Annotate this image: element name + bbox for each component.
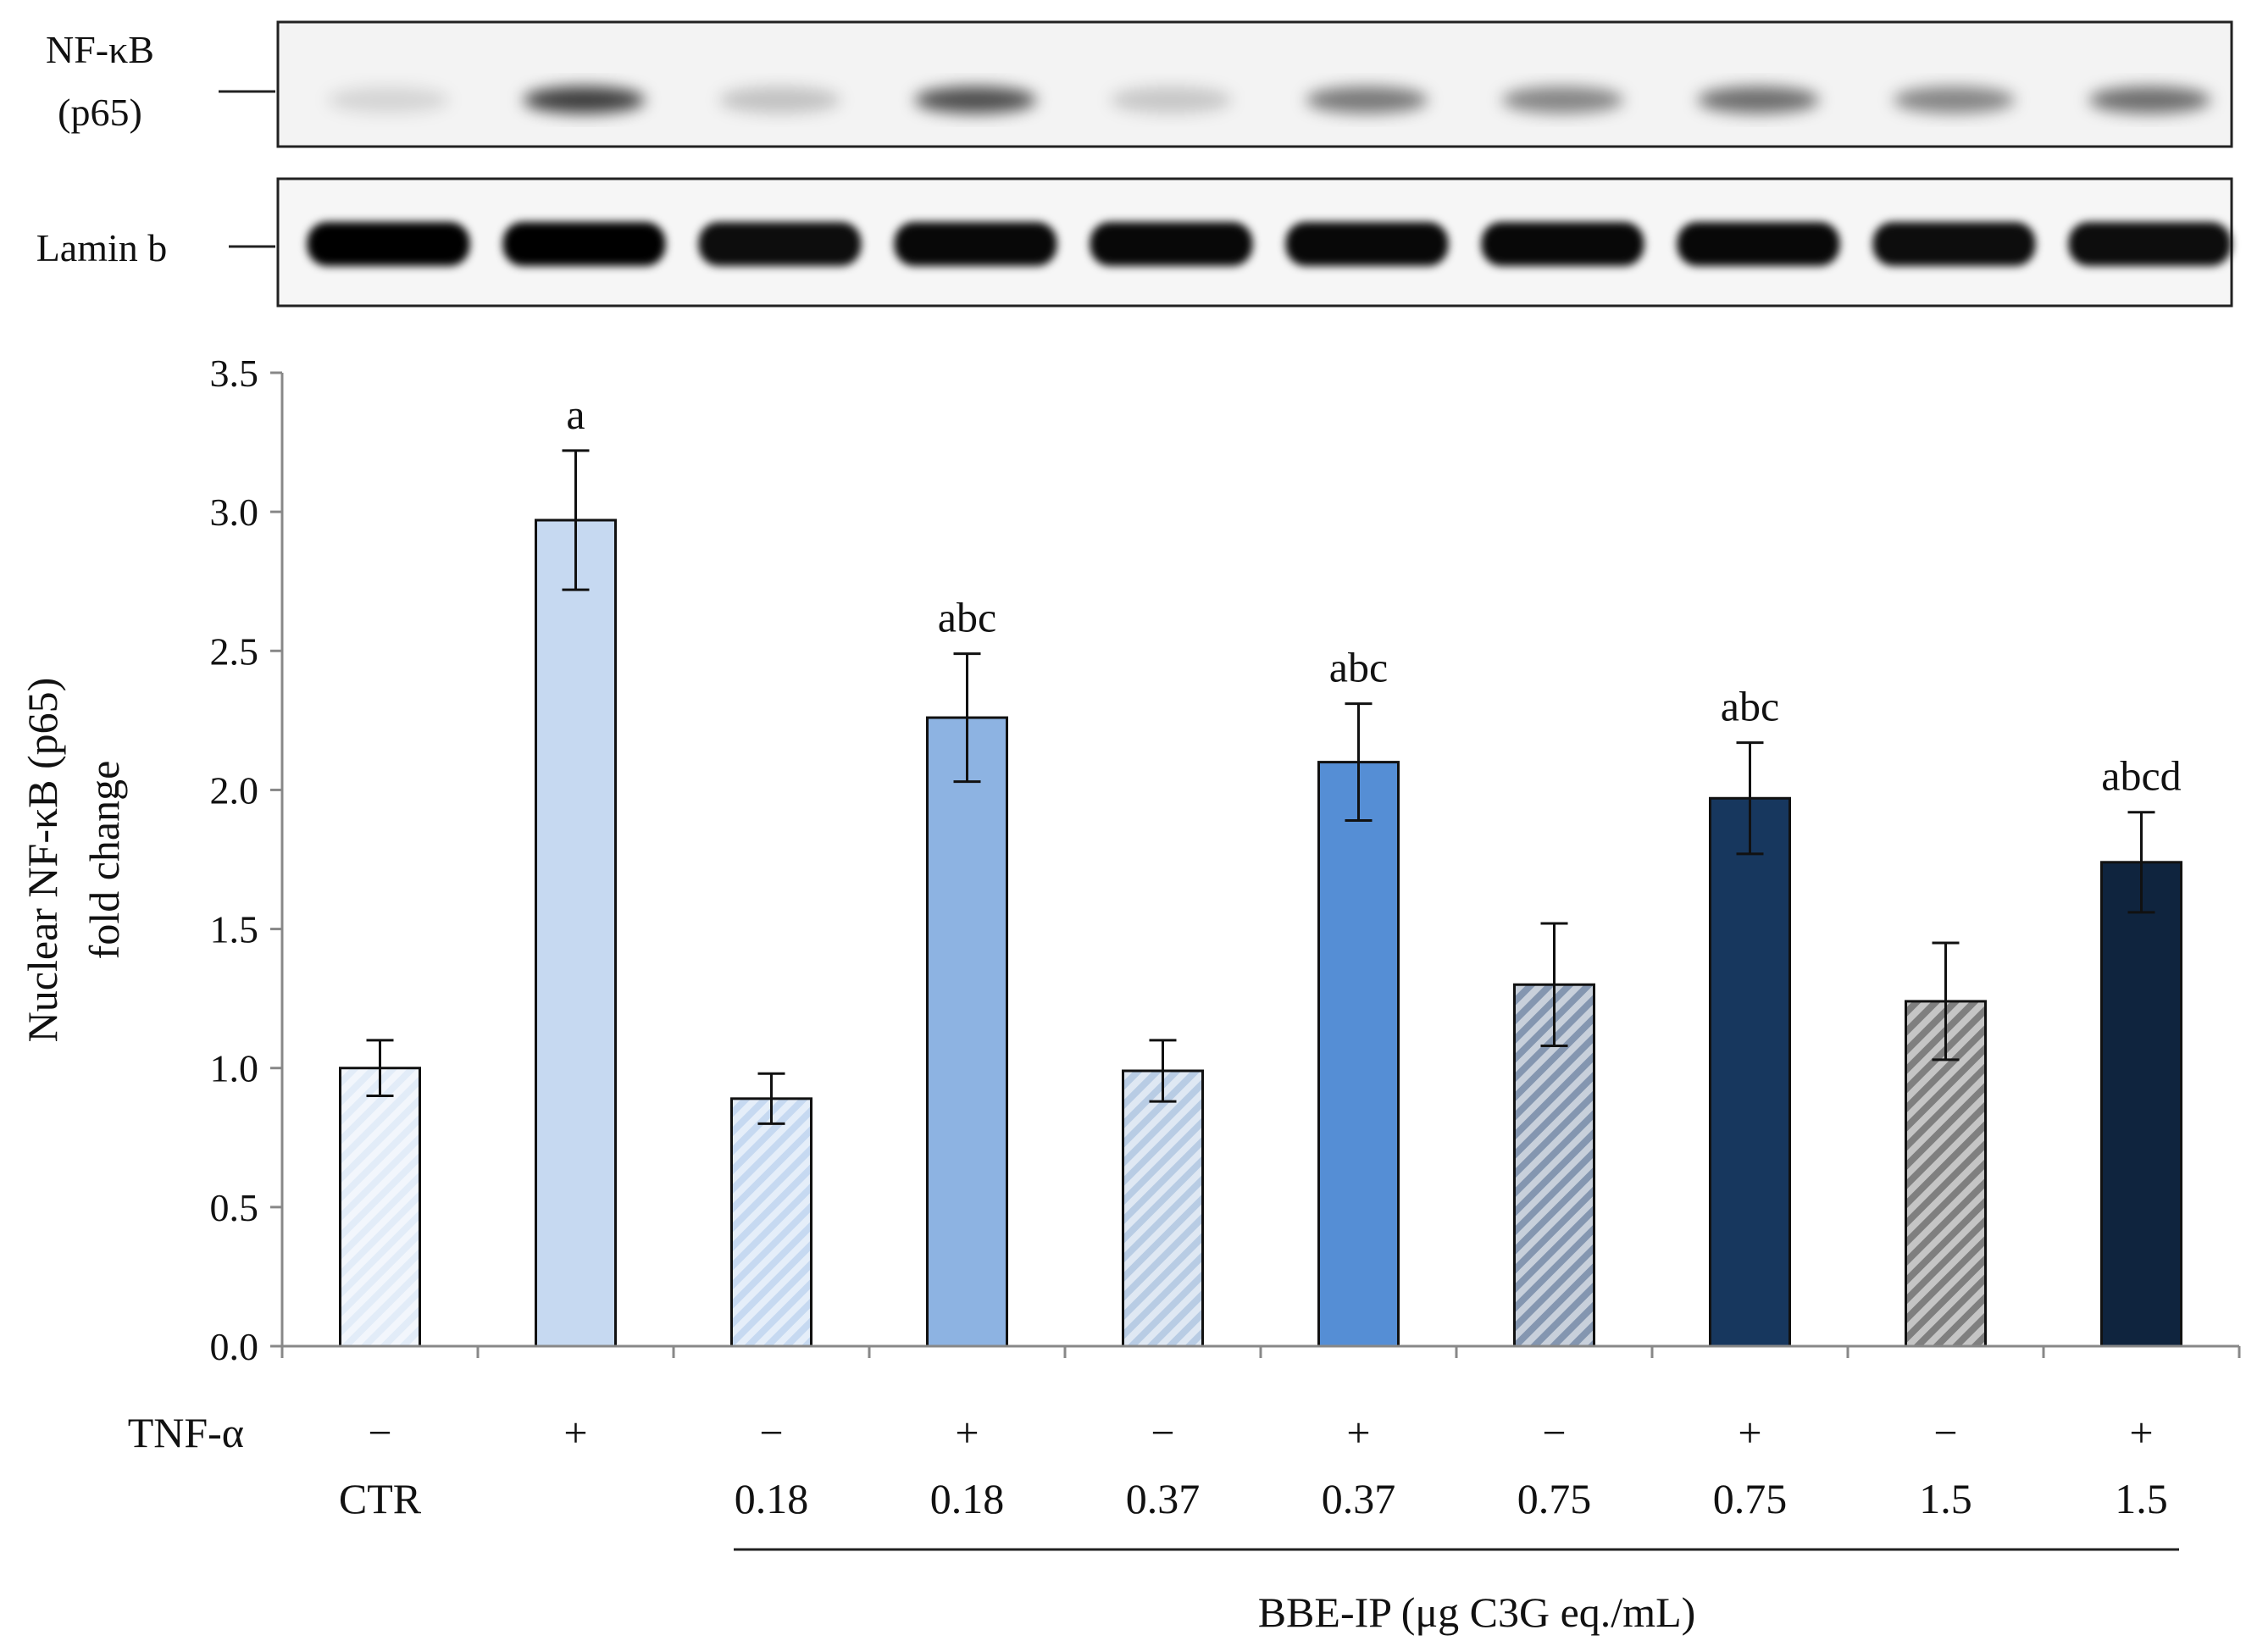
nfkb-band (1697, 86, 1820, 114)
y-axis-title-line1: Nuclear NF-κB (p65) (19, 678, 66, 1043)
nfkb-blot: NF-κB (p65) (46, 20, 2233, 148)
concentration-label: CTR (339, 1475, 422, 1522)
concentration-label: 0.37 (1322, 1475, 1396, 1522)
significance-label: abc (1721, 683, 1779, 730)
bars (339, 518, 2182, 1348)
group-label: BBE-IP (μg C3G eq./mL) (1258, 1588, 1696, 1636)
lamin-blot: Lamin b (36, 177, 2233, 308)
lamin-band (1872, 222, 2036, 266)
lamin-band (1677, 222, 1840, 266)
tnf-sign: − (759, 1409, 783, 1456)
tnf-sign: − (1151, 1409, 1174, 1456)
concentration-label: 0.75 (1517, 1475, 1592, 1522)
y-tick-label: 3.5 (210, 352, 259, 395)
nfkb-band (1110, 86, 1233, 114)
nfkb-band (523, 86, 646, 114)
bar (1317, 761, 1400, 1348)
nfkb-label-line2: (p65) (58, 91, 142, 134)
bar (1709, 796, 1791, 1348)
lamin-band (698, 222, 862, 266)
tnf-sign: + (1346, 1409, 1370, 1456)
significance-label: abc (1329, 644, 1388, 691)
concentration-label: 1.5 (2115, 1475, 2168, 1522)
y-axis-ticks: 0.0 0.5 1.0 1.5 2.0 2.5 3.0 3.5 (210, 352, 282, 1368)
error-bars (366, 449, 2155, 1125)
tnf-alpha-label: TNF-α (128, 1409, 244, 1456)
concentration-label: 0.18 (735, 1475, 809, 1522)
tnf-sign: − (1933, 1409, 1957, 1456)
significance-labels: a abc abc abc abcd (566, 391, 2181, 800)
tnf-sign: − (1542, 1409, 1566, 1456)
bar (730, 1097, 812, 1348)
y-tick-label: 1.0 (210, 1047, 259, 1090)
tnf-sign: + (2129, 1409, 2153, 1456)
y-tick-label: 0.5 (210, 1186, 259, 1229)
concentration-label: 0.18 (930, 1475, 1005, 1522)
y-tick-label: 0.0 (210, 1325, 259, 1368)
tnf-sign: + (1738, 1409, 1761, 1456)
y-tick-label: 3.0 (210, 491, 259, 534)
nfkb-band (1306, 86, 1428, 114)
tnf-sign: + (563, 1409, 587, 1456)
lamin-band (894, 222, 1057, 266)
bar (2100, 861, 2182, 1348)
significance-label: a (566, 391, 585, 438)
y-tick-label: 1.5 (210, 908, 259, 951)
lamin-band (1090, 222, 1253, 266)
bar (1122, 1069, 1204, 1348)
y-axis-title-line2: fold change (80, 761, 128, 960)
y-tick-label: 2.5 (210, 629, 259, 673)
lamin-band (502, 222, 666, 266)
concentration-row: CTR 0.18 0.18 0.37 0.37 0.75 0.75 1.5 1.5 (339, 1475, 2168, 1522)
treatment-table: TNF-α − + − + − + − + − + CTR 0.18 0.18 0.37 0.37 0.75… (128, 1409, 2179, 1636)
lamin-band (2068, 222, 2232, 266)
lamin-band (1481, 222, 1644, 266)
nfkb-label-line1: NF-κB (46, 28, 154, 71)
lamin-label: Lamin b (36, 226, 168, 269)
concentration-label: 1.5 (1919, 1475, 1972, 1522)
tnf-signs-row: − + − + − + − + − + (368, 1409, 2153, 1456)
concentration-label: 0.37 (1126, 1475, 1201, 1522)
nfkb-band (327, 86, 450, 114)
nfkb-band (718, 86, 841, 114)
nfkb-band (1893, 86, 2016, 114)
lamin-bands (307, 222, 2232, 266)
bar (339, 1067, 421, 1348)
concentration-label: 0.75 (1713, 1475, 1788, 1522)
lamin-band (1285, 222, 1449, 266)
significance-label: abcd (2101, 752, 2181, 800)
nfkb-band (2088, 86, 2211, 114)
bar (535, 518, 617, 1348)
lamin-band (307, 222, 470, 266)
nfkb-bands (327, 86, 2211, 114)
tnf-sign: − (368, 1409, 391, 1456)
bar-chart: 0.00.51.01.52.02.53.03.5 aabcabcabcabcd … (19, 352, 2241, 1368)
x-axis-ticks (280, 1346, 2241, 1358)
significance-label: abc (938, 594, 996, 641)
bar (926, 716, 1008, 1348)
y-tick-label: 2.0 (210, 768, 259, 812)
tnf-sign: + (955, 1409, 979, 1456)
nfkb-band (1501, 86, 1624, 114)
nfkb-blot-frame (276, 20, 2233, 148)
nfkb-band (914, 86, 1037, 114)
